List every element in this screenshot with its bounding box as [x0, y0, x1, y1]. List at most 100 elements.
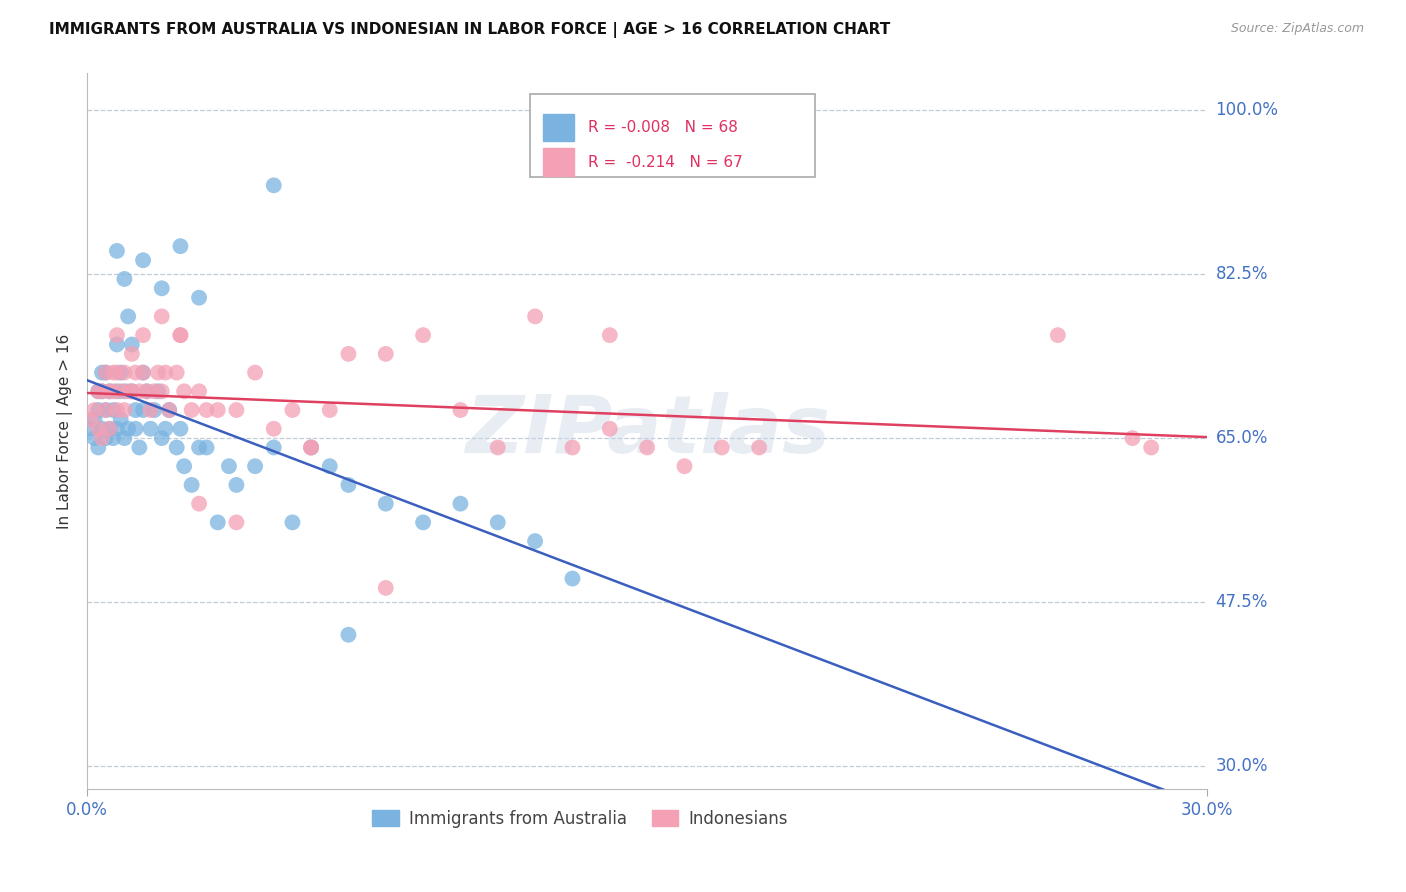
Point	[319, 459, 342, 474]
Point	[263, 178, 285, 193]
Point	[524, 310, 547, 324]
Point	[98, 422, 121, 436]
Point	[195, 403, 218, 417]
Point	[121, 384, 143, 399]
Point	[195, 441, 218, 455]
Point	[91, 431, 114, 445]
Point	[157, 403, 180, 417]
Point	[281, 516, 304, 530]
Point	[155, 366, 177, 380]
Point	[166, 366, 188, 380]
Point	[146, 384, 169, 399]
Point	[225, 478, 247, 492]
Point	[98, 384, 121, 399]
Point	[374, 347, 396, 361]
Point	[1140, 441, 1163, 455]
Point	[524, 534, 547, 549]
Text: 47.5%: 47.5%	[1216, 593, 1268, 611]
Point	[486, 441, 509, 455]
Point	[225, 403, 247, 417]
Point	[636, 441, 658, 455]
Point	[112, 403, 135, 417]
Text: 65.0%: 65.0%	[1216, 429, 1268, 447]
Point	[87, 384, 110, 399]
Point	[103, 384, 125, 399]
Point	[135, 384, 157, 399]
Point	[110, 384, 132, 399]
Point	[117, 384, 139, 399]
Point	[173, 459, 195, 474]
Bar	[543, 148, 574, 176]
Point	[337, 478, 360, 492]
Point	[91, 384, 114, 399]
Point	[112, 366, 135, 380]
Point	[281, 403, 304, 417]
Legend: Immigrants from Australia, Indonesians: Immigrants from Australia, Indonesians	[366, 804, 794, 835]
Point	[110, 366, 132, 380]
Point	[243, 459, 266, 474]
Point	[80, 422, 103, 436]
Point	[87, 384, 110, 399]
Point	[188, 291, 211, 305]
Point	[94, 366, 117, 380]
Point	[207, 516, 229, 530]
Point	[218, 459, 240, 474]
Point	[110, 412, 132, 426]
Point	[98, 422, 121, 436]
Text: ZIPatlas: ZIPatlas	[464, 392, 830, 470]
Point	[105, 328, 128, 343]
Text: IMMIGRANTS FROM AUSTRALIA VS INDONESIAN IN LABOR FORCE | AGE > 16 CORRELATION CH: IMMIGRANTS FROM AUSTRALIA VS INDONESIAN …	[49, 22, 890, 38]
Point	[103, 431, 125, 445]
Point	[128, 441, 150, 455]
Text: R = -0.008   N = 68: R = -0.008 N = 68	[588, 120, 738, 135]
Text: 30.0%: 30.0%	[1216, 756, 1268, 775]
Point	[150, 310, 173, 324]
Point	[103, 403, 125, 417]
Point	[139, 403, 162, 417]
Point	[412, 328, 434, 343]
Point	[169, 328, 191, 343]
Point	[94, 366, 117, 380]
Point	[91, 366, 114, 380]
Point	[91, 422, 114, 436]
Point	[87, 422, 110, 436]
Point	[188, 497, 211, 511]
Point	[124, 366, 146, 380]
Point	[132, 366, 155, 380]
Point	[121, 337, 143, 351]
Point	[94, 431, 117, 445]
Point	[337, 347, 360, 361]
Point	[146, 366, 169, 380]
Point	[112, 431, 135, 445]
Point	[83, 412, 105, 426]
Point	[180, 403, 202, 417]
Point	[207, 403, 229, 417]
Point	[263, 441, 285, 455]
Point	[243, 366, 266, 380]
Point	[449, 497, 471, 511]
Point	[299, 441, 322, 455]
Point	[105, 366, 128, 380]
Point	[128, 384, 150, 399]
Point	[188, 384, 211, 399]
Point	[599, 422, 621, 436]
Text: Source: ZipAtlas.com: Source: ZipAtlas.com	[1230, 22, 1364, 36]
Point	[83, 403, 105, 417]
Point	[166, 441, 188, 455]
Point	[117, 310, 139, 324]
Y-axis label: In Labor Force | Age > 16: In Labor Force | Age > 16	[58, 334, 73, 529]
Point	[105, 337, 128, 351]
Point	[169, 239, 191, 253]
Bar	[543, 114, 574, 141]
Point	[180, 478, 202, 492]
Point	[143, 384, 166, 399]
Point	[173, 384, 195, 399]
Point	[188, 441, 211, 455]
FancyBboxPatch shape	[530, 95, 815, 177]
Point	[561, 572, 583, 586]
Point	[143, 403, 166, 417]
Point	[412, 516, 434, 530]
Point	[124, 422, 146, 436]
Point	[105, 422, 128, 436]
Point	[710, 441, 733, 455]
